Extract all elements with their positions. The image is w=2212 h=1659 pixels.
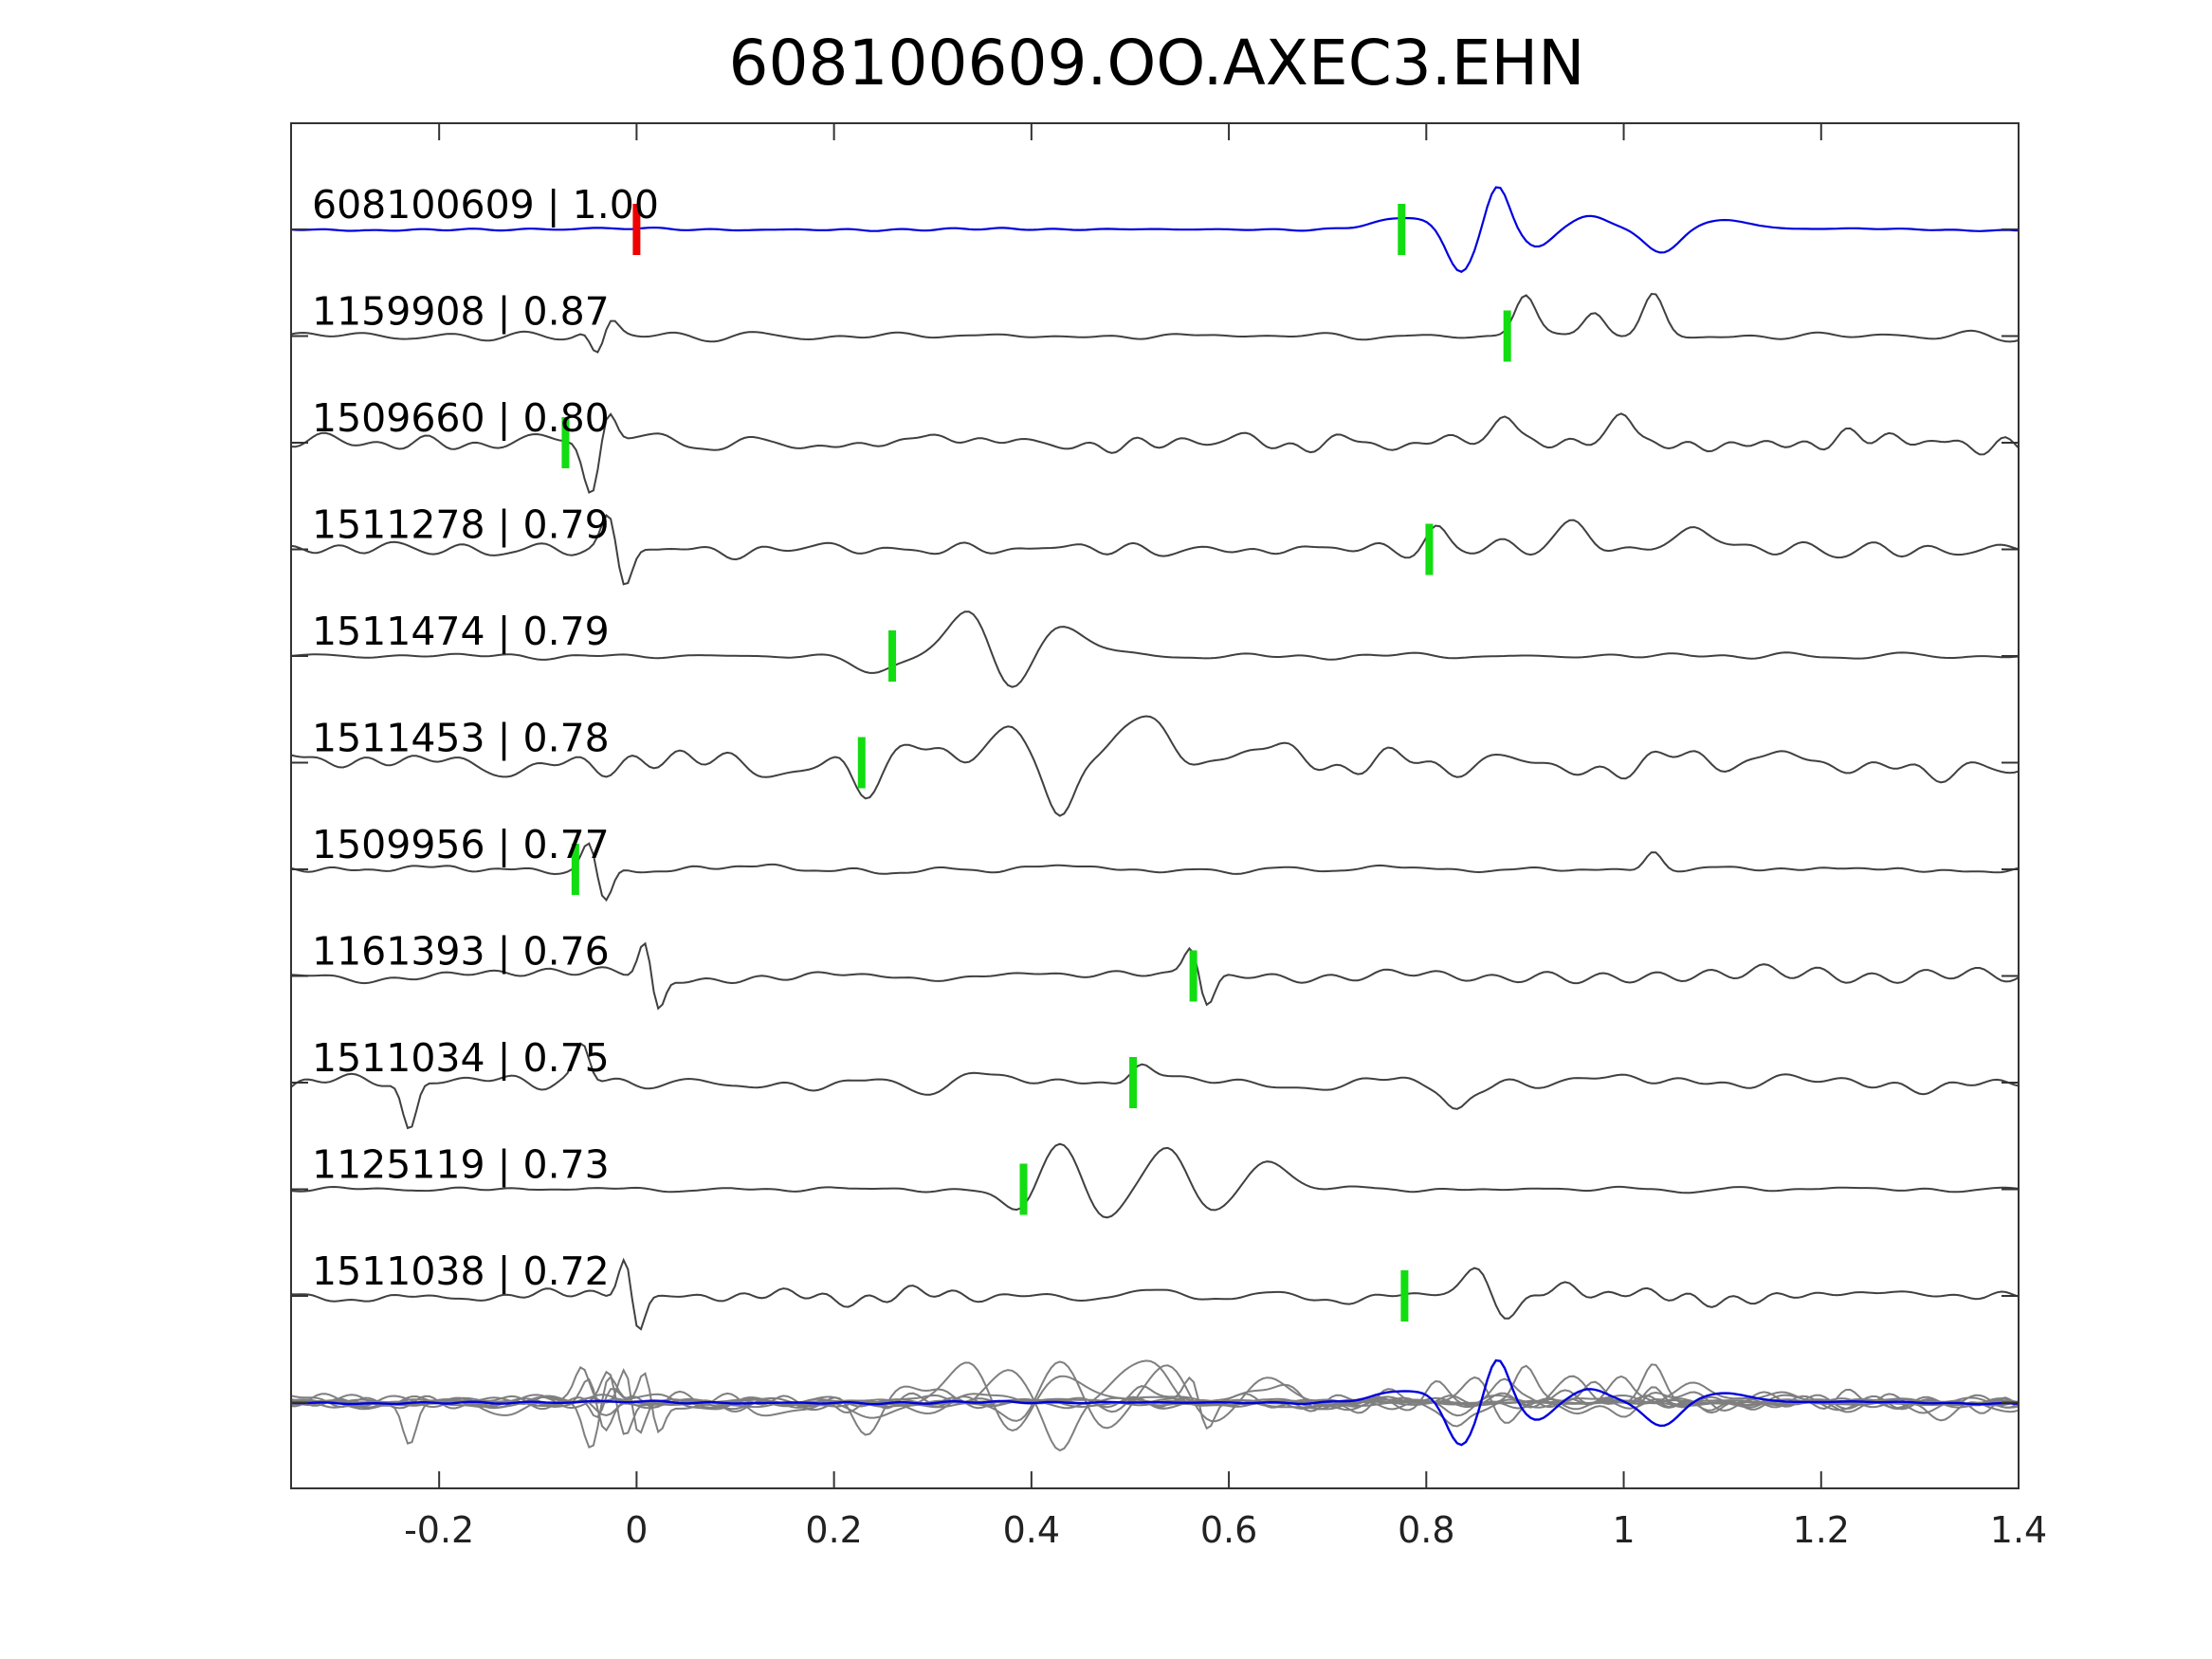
x-tick-label: 0.4 xyxy=(1003,1509,1060,1551)
stacked-overlay xyxy=(290,1358,2020,1452)
trace-label-1511034: 1511034 | 0.75 xyxy=(312,1035,610,1081)
trace-group xyxy=(290,186,2020,1331)
trace-label-1511474: 1511474 | 0.79 xyxy=(312,609,610,654)
x-tick-label: 0 xyxy=(625,1509,648,1551)
trace-line-1511034 xyxy=(290,1042,2020,1130)
x-tick-label: 1.4 xyxy=(1990,1509,2047,1551)
pick-markers xyxy=(561,204,1511,1322)
trace-line-1511474 xyxy=(290,611,2020,688)
trace-label-1511278: 1511278 | 0.79 xyxy=(312,502,610,548)
trace-label-1509956: 1509956 | 0.77 xyxy=(312,822,610,867)
x-tick-label: 1.2 xyxy=(1793,1509,1850,1551)
stack-line-1509660 xyxy=(290,1375,2020,1449)
trace-line-1509660 xyxy=(290,412,2020,494)
trace-line-1511038 xyxy=(290,1257,2020,1331)
trace-label-1509660: 1509660 | 0.80 xyxy=(312,395,610,441)
x-tick-label: 1 xyxy=(1612,1509,1635,1551)
stack-line-1511453 xyxy=(290,1359,2020,1452)
trace-line-1125119 xyxy=(290,1142,2020,1219)
x-tick-label: 0.8 xyxy=(1398,1509,1454,1551)
trace-line-608100609 xyxy=(290,186,2020,273)
stack-template-line xyxy=(290,1358,2020,1447)
trace-labels: 608100609 | 1.00 1159908 | 0.87 1509660 | … xyxy=(312,182,659,1294)
stack-line-1125119 xyxy=(290,1360,2020,1430)
trace-label-1125119: 1125119 | 0.73 xyxy=(312,1142,610,1188)
trace-label-1511453: 1511453 | 0.78 xyxy=(312,716,610,761)
trace-line-1511278 xyxy=(290,514,2020,586)
axes-frame xyxy=(290,122,2020,1489)
trace-line-1159908 xyxy=(290,292,2020,354)
trace-label-608100609: 608100609 | 1.00 xyxy=(312,182,659,228)
x-tick-label: 0.6 xyxy=(1200,1509,1257,1551)
x-tick-label: 0.2 xyxy=(805,1509,862,1551)
trace-label-1159908: 1159908 | 0.87 xyxy=(312,289,610,335)
chart-title: 608100609.OO.AXEC3.EHN xyxy=(728,27,1585,100)
stack-line-1511278 xyxy=(290,1370,2020,1435)
trace-label-1511038: 1511038 | 0.72 xyxy=(312,1249,610,1294)
x-tick-label: -0.2 xyxy=(404,1509,474,1551)
trace-label-1161393: 1161393 | 0.76 xyxy=(312,929,610,975)
trace-line-1161393 xyxy=(290,941,2020,1011)
axes: -0.2 0 0.2 0.4 0.6 0.8 1 1.2 1.4 xyxy=(290,122,2047,1551)
trace-line-1511453 xyxy=(290,715,2020,817)
